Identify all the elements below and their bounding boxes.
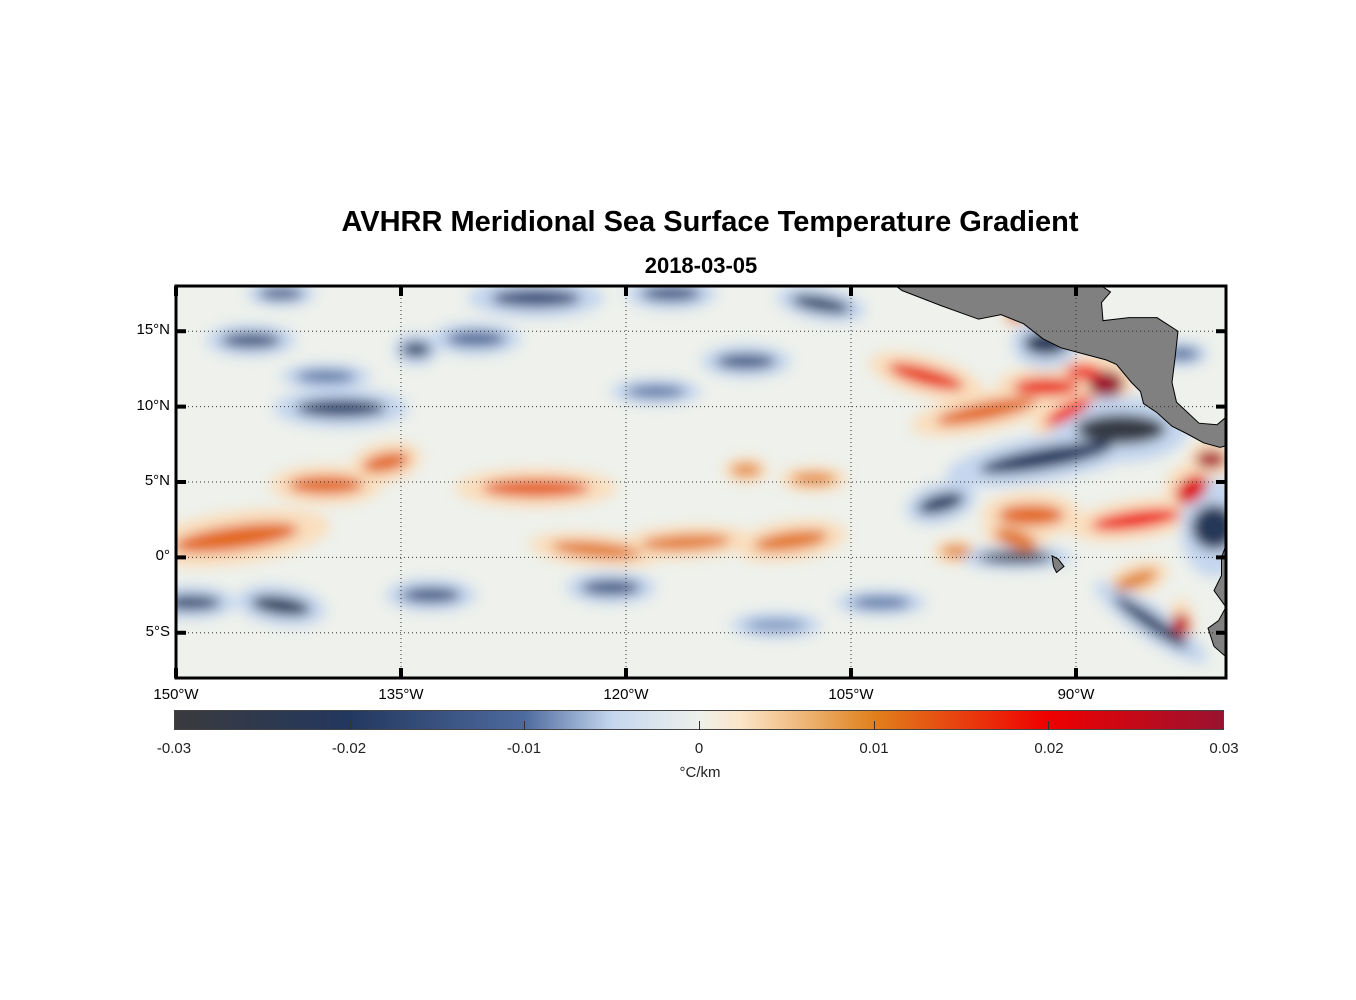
colorbar-tick [349, 721, 351, 730]
negative-gradient-feature [979, 442, 1113, 474]
chart-subtitle: 2018-03-05 [644, 253, 758, 278]
negative-gradient-feature [296, 370, 356, 383]
colorbar-tick-label: 0.01 [859, 740, 889, 757]
positive-gradient-feature [994, 527, 1038, 551]
colorbar-tick [1048, 721, 1050, 730]
negative-gradient-feature [716, 353, 776, 369]
y-tick-label: 5°S [145, 622, 170, 640]
land-layer [895, 286, 1226, 658]
y-tick-label: 15°N [136, 321, 170, 339]
grid-lines [176, 286, 1226, 678]
y-tick-label: 10°N [136, 396, 170, 414]
positive-gradient-feature [551, 541, 641, 559]
negative-gradient-feature [251, 595, 311, 616]
negative-gradient-feature [491, 289, 581, 308]
negative-gradient-feature [917, 492, 965, 514]
negative-gradient-feature [296, 399, 386, 418]
x-tick-label: 90°W [1057, 686, 1095, 703]
negative-gradient-feature [221, 332, 281, 348]
negative-gradient-feature [1076, 414, 1166, 445]
negative-gradient-feature [851, 596, 911, 609]
colorbar-tick [873, 721, 875, 730]
positive-gradient-feature [888, 363, 964, 390]
negative-gradient-feature [446, 331, 506, 347]
colorbar-tick [524, 721, 526, 730]
x-tick-label: 105°W [828, 686, 874, 703]
colorbar-tick-label: 0 [694, 740, 704, 757]
positive-gradient-feature [1013, 377, 1079, 397]
negative-gradient-feature [1113, 595, 1189, 649]
positive-gradient-feature [936, 397, 1036, 425]
positive-gradient-feature [1088, 370, 1124, 398]
positive-gradient-feature [288, 475, 364, 495]
colorbar-tick-label: -0.02 [331, 740, 367, 757]
negative-gradient-feature [791, 295, 851, 314]
positive-gradient-feature [1044, 396, 1093, 427]
positive-gradient-feature [753, 530, 829, 552]
positive-gradient-feature [362, 452, 410, 473]
negative-gradient-feature [626, 385, 686, 398]
negative-gradient-feature [258, 287, 304, 300]
positive-gradient-feature [941, 545, 971, 558]
positive-gradient-feature [1196, 450, 1226, 469]
colorbar-tick-label: -0.01 [506, 740, 542, 757]
negative-gradient-feature [1191, 504, 1226, 550]
land-south-america [1207, 545, 1226, 658]
x-tick-label: 120°W [603, 686, 649, 703]
negative-gradient-feature [746, 619, 806, 632]
negative-gradient-feature [401, 341, 431, 357]
x-tick-label: 135°W [378, 686, 424, 703]
colorbar-tick [699, 721, 700, 730]
map-frame [174, 284, 1228, 680]
negative-gradient-feature [581, 580, 641, 596]
tick-marks [174, 286, 1226, 678]
colorbar-units: °C/km [679, 764, 721, 781]
x-tick-label: 150°W [153, 686, 199, 703]
chart-title: AVHRR Meridional Sea Surface Temperature… [341, 206, 1079, 238]
negative-gradient-feature [641, 286, 701, 302]
y-tick-label: 5°N [144, 472, 170, 489]
positive-gradient-feature [482, 478, 590, 498]
positive-gradient-feature [641, 534, 731, 551]
negative-gradient-feature [401, 587, 461, 603]
positive-gradient-feature [998, 504, 1064, 526]
positive-gradient-feature [1172, 613, 1190, 638]
colorbar-tick-label: 0.02 [1034, 740, 1064, 757]
land-galapagos [1051, 555, 1065, 574]
land-central-america [895, 286, 1226, 448]
colorbar [174, 710, 1224, 730]
positive-gradient-feature [1175, 474, 1208, 505]
colorbar-tick-label: 0.03 [1209, 740, 1239, 757]
positive-gradient-feature [1091, 508, 1181, 531]
positive-gradient-feature [1114, 569, 1158, 591]
y-tick-label: 0° [155, 547, 170, 565]
positive-gradient-feature [791, 472, 836, 486]
positive-gradient-feature [731, 463, 761, 476]
negative-gradient-feature [176, 595, 221, 611]
positive-gradient-feature [1065, 364, 1102, 380]
colorbar-tick-label: -0.03 [156, 740, 192, 757]
positive-gradient-feature [176, 522, 299, 553]
gradient-field [176, 286, 1226, 664]
